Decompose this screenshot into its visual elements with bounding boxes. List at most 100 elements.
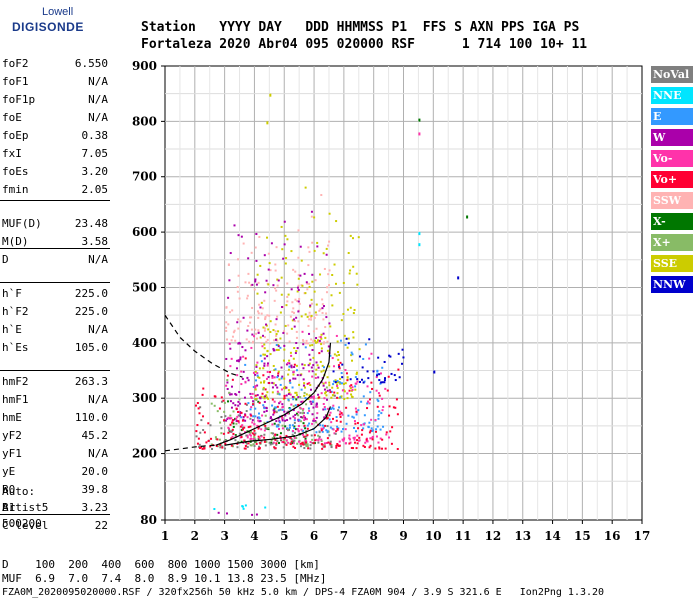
echo-point	[332, 407, 335, 410]
echo-point	[376, 373, 379, 376]
x-tick-label: 8	[370, 529, 378, 543]
echo-point	[273, 400, 276, 403]
echo-point	[286, 332, 289, 335]
echo-point	[254, 373, 257, 376]
echo-point	[353, 436, 356, 439]
echo-point	[341, 438, 344, 441]
echo-point	[265, 324, 268, 327]
echo-point	[300, 400, 303, 403]
echo-point	[315, 416, 318, 419]
echo-point	[254, 328, 257, 331]
echo-point	[308, 353, 311, 356]
echo-point	[349, 387, 352, 390]
echo-point	[371, 438, 374, 441]
echo-point	[234, 339, 237, 342]
echo-point	[322, 318, 325, 321]
echo-point	[235, 422, 238, 425]
echo-point	[323, 416, 326, 419]
echo-point	[356, 283, 359, 286]
echo-point	[326, 340, 329, 343]
echo-point	[289, 381, 292, 384]
echo-point	[238, 432, 241, 435]
echo-point	[271, 376, 274, 379]
echo-point	[339, 410, 342, 413]
echo-point	[302, 416, 305, 419]
param-row: hmF2 263.3	[2, 375, 108, 393]
echo-point	[243, 426, 246, 429]
param-row: foF2 6.550	[2, 57, 108, 75]
echo-point	[310, 316, 313, 319]
echo-point	[344, 382, 347, 385]
echo-point	[269, 320, 272, 323]
file-info: FZA0M_2020095020000.RSF / 320fx256h 50 k…	[2, 587, 605, 598]
echo-point	[265, 323, 268, 326]
echo-point	[251, 432, 254, 435]
echo-point	[335, 419, 338, 422]
echo-point	[239, 425, 242, 428]
echo-point	[264, 414, 267, 417]
echo-point	[294, 413, 297, 416]
echo-point	[297, 440, 300, 443]
echo-point	[231, 420, 234, 423]
echo-point	[297, 411, 300, 414]
echo-point	[294, 391, 297, 394]
echo-point	[213, 395, 216, 398]
legend-item: SSW	[651, 192, 693, 209]
echo-point	[303, 394, 306, 397]
echo-point	[244, 431, 247, 434]
param-name: foF1	[2, 75, 29, 88]
echo-point	[307, 447, 310, 450]
echo-point	[283, 410, 286, 413]
echo-point	[227, 416, 230, 419]
param-row: foEp 0.38	[2, 129, 108, 147]
echo-point	[299, 374, 302, 377]
echo-point	[304, 292, 307, 295]
param-name: h`Es	[2, 341, 29, 354]
echo-point	[336, 444, 339, 447]
echo-point	[325, 316, 328, 319]
echo-point	[244, 363, 247, 366]
echo-point	[375, 428, 378, 431]
echo-point	[259, 306, 262, 309]
echo-point	[269, 353, 272, 356]
x-tick-label: 14	[544, 529, 561, 543]
echo-point	[255, 513, 258, 516]
echo-point	[265, 427, 268, 430]
echo-point	[387, 375, 390, 378]
echo-point	[285, 434, 288, 437]
echo-point	[339, 339, 342, 342]
echo-point	[368, 338, 371, 341]
x-tick-label: 2	[191, 529, 199, 543]
echo-point	[256, 424, 259, 427]
echo-point	[257, 400, 260, 403]
echo-point	[273, 369, 276, 372]
echo-point	[310, 366, 313, 369]
echo-point	[256, 361, 259, 364]
param-name: foF2	[2, 57, 29, 70]
echo-point	[275, 410, 278, 413]
echo-point	[263, 436, 266, 439]
echo-point	[315, 361, 318, 364]
echo-point	[225, 329, 228, 332]
echo-point	[231, 335, 234, 338]
echo-point	[255, 259, 258, 262]
echo-point	[342, 427, 345, 430]
echo-point	[238, 391, 241, 394]
echo-point	[294, 377, 297, 380]
echo-point	[310, 402, 313, 405]
echo-point	[281, 419, 284, 422]
echo-point	[290, 354, 293, 357]
x-tick-label: 17	[634, 529, 651, 543]
legend-item: W	[651, 129, 693, 146]
echo-point	[339, 381, 342, 384]
echo-point	[336, 379, 339, 382]
echo-point	[302, 407, 305, 410]
echo-point	[290, 364, 293, 367]
echo-point	[252, 371, 255, 374]
echo-point	[332, 417, 335, 420]
echo-point	[289, 393, 292, 396]
echo-point	[253, 436, 256, 439]
echo-point	[254, 432, 257, 435]
echo-point	[278, 428, 281, 431]
echo-point	[335, 416, 338, 419]
